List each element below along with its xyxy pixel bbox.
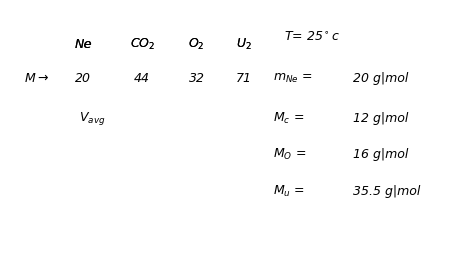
- Text: M$_u$ =: M$_u$ =: [273, 184, 304, 199]
- Text: 32: 32: [189, 72, 205, 85]
- Text: 12 g|mol: 12 g|mol: [353, 112, 409, 125]
- Text: CO$_2$: CO$_2$: [129, 37, 155, 52]
- Text: m$_{Ne}$ =: m$_{Ne}$ =: [273, 72, 312, 85]
- Text: U$_2$: U$_2$: [236, 37, 252, 52]
- Text: V$_{avg}$: V$_{avg}$: [79, 110, 106, 127]
- Text: 44: 44: [134, 72, 150, 85]
- Text: CO$_2$: CO$_2$: [129, 37, 155, 52]
- Text: M$\rightarrow$: M$\rightarrow$: [24, 72, 49, 85]
- Text: M$_O$ =: M$_O$ =: [273, 147, 306, 162]
- Text: 20 g|mol: 20 g|mol: [353, 72, 409, 85]
- Text: O$_2$: O$_2$: [189, 37, 205, 52]
- Text: Ne: Ne: [74, 38, 91, 51]
- Text: M$_c$ =: M$_c$ =: [273, 111, 304, 126]
- Text: 71: 71: [236, 72, 252, 85]
- Text: 35.5 g|mol: 35.5 g|mol: [353, 185, 420, 198]
- Text: $\mathit{Ne}$: $\mathit{Ne}$: [73, 38, 92, 51]
- Text: 20: 20: [75, 72, 91, 85]
- Text: O$_2$: O$_2$: [189, 37, 205, 52]
- Text: 16 g|mol: 16 g|mol: [353, 148, 409, 161]
- Text: U$_2$: U$_2$: [236, 37, 252, 52]
- Text: T= 25$^\circ$c: T= 25$^\circ$c: [284, 31, 340, 44]
